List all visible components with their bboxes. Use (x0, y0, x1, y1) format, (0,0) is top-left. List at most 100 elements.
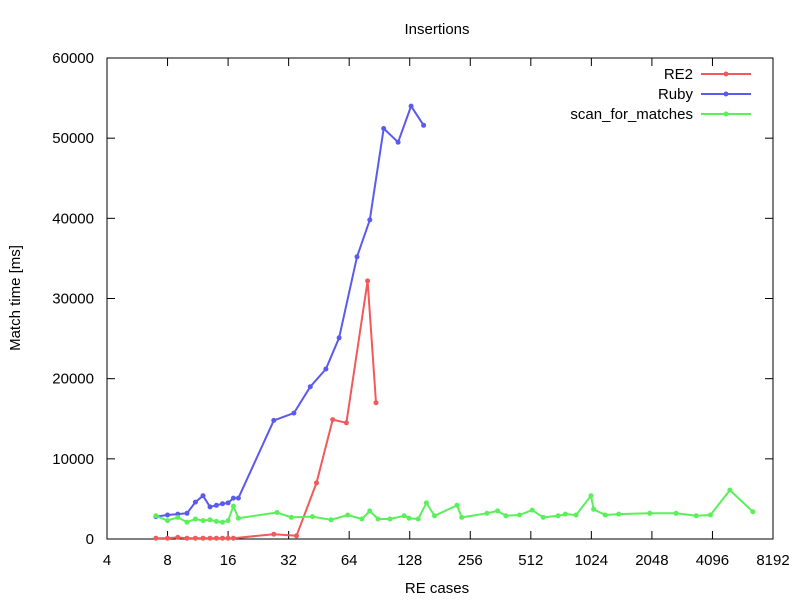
data-point (423, 500, 429, 506)
y-tick-label: 40000 (52, 210, 94, 227)
data-point (153, 535, 159, 541)
data-point (184, 535, 190, 541)
data-point (323, 366, 329, 372)
series-line (155, 489, 754, 524)
data-point (230, 503, 236, 509)
data-point (707, 512, 713, 518)
legend-label: RE2 (664, 66, 693, 83)
y-tick-label: 30000 (52, 291, 94, 308)
data-point (184, 519, 190, 525)
y-tick-label: 60000 (52, 50, 94, 67)
data-point (192, 499, 198, 505)
data-point (175, 534, 181, 540)
x-tick-label: 2048 (635, 552, 668, 569)
data-point (408, 103, 414, 109)
legend: RE2 Ruby scan_for_matches (570, 66, 751, 123)
data-point (274, 510, 280, 515)
data-point (750, 509, 756, 515)
data-point (406, 515, 412, 521)
data-point (693, 513, 699, 519)
data-point (373, 400, 379, 406)
data-point (387, 516, 393, 522)
data-point (192, 535, 198, 541)
x-tick-label: 4 (103, 552, 111, 569)
data-point (459, 514, 465, 520)
data-point (367, 508, 373, 514)
data-point (230, 495, 236, 501)
series-layer (153, 103, 756, 541)
data-point (213, 535, 219, 541)
data-point (354, 254, 360, 260)
data-point (213, 518, 219, 524)
data-point (588, 493, 594, 499)
series-ruby (153, 103, 427, 520)
legend-label: scan_for_matches (570, 106, 693, 123)
data-point (225, 500, 231, 506)
data-point (207, 504, 213, 510)
data-point (235, 495, 241, 501)
plot-frame (106, 57, 774, 540)
data-point (336, 335, 342, 341)
x-tick-label: 128 (397, 552, 422, 569)
data-point (555, 513, 561, 519)
x-tick-label: 8192 (756, 552, 789, 569)
data-point (529, 507, 535, 513)
data-point (381, 126, 387, 131)
data-point (343, 420, 349, 426)
x-tick-label: 8 (163, 552, 171, 569)
data-point (616, 511, 622, 517)
data-point (591, 506, 597, 512)
x-axis-title: RE cases (405, 580, 469, 597)
data-point (213, 502, 219, 508)
data-point (192, 516, 198, 522)
data-point (220, 535, 225, 541)
legend-swatch-point (723, 111, 729, 117)
y-axis-title: Match time [ms] (7, 245, 24, 351)
data-point (503, 513, 509, 519)
data-point (602, 512, 608, 518)
x-tick-label: 4096 (696, 552, 729, 569)
data-point (200, 493, 206, 499)
legend-entry: RE2 (664, 66, 751, 83)
legend-entry: Ruby (658, 86, 751, 103)
data-point (220, 501, 225, 507)
data-point (359, 516, 365, 522)
x-tick-label: 64 (341, 552, 358, 569)
data-point (271, 417, 277, 423)
data-point (200, 535, 206, 541)
data-point (200, 518, 206, 524)
data-point (395, 139, 401, 145)
data-point (345, 512, 351, 518)
data-point (367, 217, 373, 223)
data-point (432, 513, 437, 519)
y-tick-label: 10000 (52, 451, 94, 468)
legend-swatch-point (723, 71, 729, 77)
x-tick-label: 512 (518, 552, 543, 569)
data-point (165, 535, 170, 541)
data-point (517, 512, 522, 518)
data-point (225, 518, 231, 524)
data-point (309, 514, 315, 520)
data-point (415, 516, 421, 522)
x-tick-label: 16 (220, 552, 237, 569)
series-re2 (153, 278, 379, 541)
data-point (454, 502, 460, 508)
y-tick-label: 0 (86, 531, 94, 548)
legend-swatch-point (723, 91, 729, 97)
data-point (225, 535, 231, 541)
data-point (727, 487, 733, 493)
data-point (375, 516, 381, 522)
data-point (220, 519, 225, 525)
legend-label: Ruby (658, 86, 694, 103)
y-tick-label: 50000 (52, 130, 94, 147)
data-point (573, 512, 579, 518)
data-point (540, 514, 546, 520)
data-point (165, 512, 170, 518)
data-point (330, 417, 336, 423)
data-point (153, 513, 159, 519)
x-tick-label: 1024 (575, 552, 608, 569)
x-tick-label: 32 (280, 552, 297, 569)
data-point (184, 510, 190, 516)
plot-border (106, 57, 774, 540)
data-point (307, 384, 313, 390)
